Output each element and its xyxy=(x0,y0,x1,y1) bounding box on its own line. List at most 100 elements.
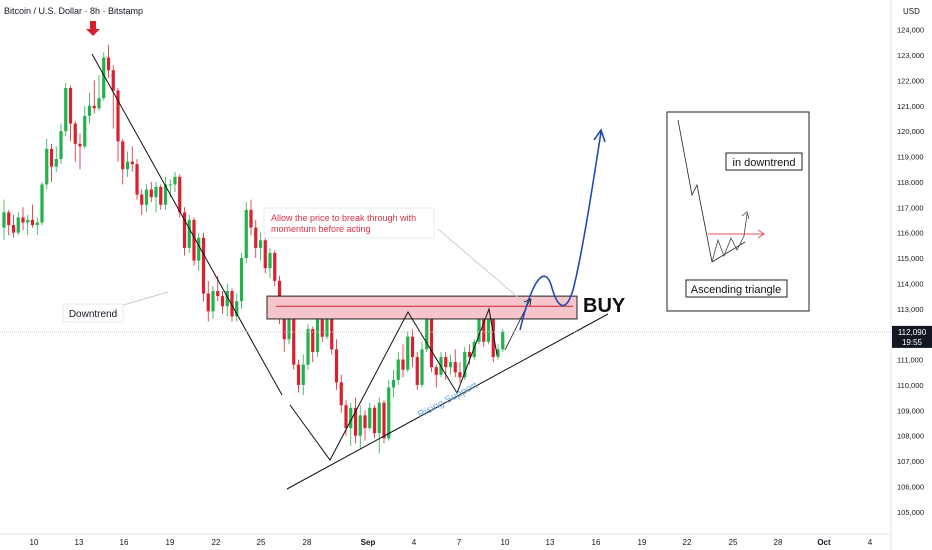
rising-support-label: Rising Support xyxy=(416,380,479,421)
y-tick-label: 105,000 xyxy=(897,508,924,517)
candle xyxy=(40,181,44,226)
y-tick-label: 117,000 xyxy=(897,203,924,212)
symbol-title: Bitcoin / U.S. Dollar · 8h · Bitstamp xyxy=(4,6,144,16)
candle xyxy=(472,339,476,360)
x-tick-label: 4 xyxy=(868,538,873,547)
candle xyxy=(244,202,248,264)
candle xyxy=(401,344,405,378)
x-tick-label: 13 xyxy=(546,538,555,547)
candle xyxy=(173,171,177,193)
candle xyxy=(463,346,467,380)
candle xyxy=(292,316,296,370)
x-tick-label: 10 xyxy=(501,538,510,547)
candle xyxy=(249,199,253,236)
candle xyxy=(282,316,286,352)
candle xyxy=(178,174,182,218)
candle xyxy=(45,138,49,190)
time-axis: 10 13 16 19 22 25 28 Sep 4 7 10 13 16 19 22 25 28 Oct 4 xyxy=(30,538,873,547)
y-tick-label: 108,000 xyxy=(897,432,924,441)
x-tick-label: Oct xyxy=(817,538,831,547)
candle xyxy=(377,397,381,454)
candle xyxy=(106,44,111,78)
candle xyxy=(368,402,372,431)
x-tick-label: 16 xyxy=(592,538,601,547)
y-tick-label: 106,000 xyxy=(897,482,924,491)
candle xyxy=(21,207,25,231)
x-tick-label: 19 xyxy=(638,538,647,547)
y-tick-label: 120,000 xyxy=(897,127,924,136)
candle xyxy=(59,123,63,165)
candle xyxy=(467,344,472,365)
candle xyxy=(49,143,54,182)
candle xyxy=(296,359,301,393)
current-price-countdown: 19:55 xyxy=(902,338,923,347)
candle xyxy=(64,82,68,137)
candle xyxy=(268,247,272,279)
candle xyxy=(144,184,149,213)
inset-title-bottom: Ascending triangle xyxy=(691,284,782,296)
candle xyxy=(315,313,320,358)
candle xyxy=(429,311,434,373)
candle xyxy=(159,184,163,210)
candle xyxy=(211,285,215,319)
price-axis: 105,000 106,000 107,000 108,000 109,000 110,0… xyxy=(897,26,924,517)
candle xyxy=(92,80,96,114)
x-tick-label: 4 xyxy=(412,538,417,547)
y-tick-label: 124,000 xyxy=(897,26,924,35)
candle xyxy=(339,374,343,413)
inset-diagram: in downtrend Ascending triangle xyxy=(666,111,810,312)
candle xyxy=(358,405,362,449)
x-tick-label: 22 xyxy=(683,538,692,547)
projection-curve xyxy=(519,131,602,331)
candle xyxy=(220,291,225,314)
x-tick-label: 28 xyxy=(303,538,312,547)
candle xyxy=(192,217,196,266)
y-tick-label: 116,000 xyxy=(897,229,924,238)
x-tick-label: 16 xyxy=(120,538,129,547)
y-tick-label: 118,000 xyxy=(897,178,924,187)
x-tick-label: 19 xyxy=(166,538,175,547)
candle xyxy=(140,189,144,215)
candle xyxy=(16,212,20,236)
candle xyxy=(73,120,77,162)
candle xyxy=(78,133,82,170)
candle xyxy=(448,354,453,375)
note-box: Allow the price to break through with mo… xyxy=(263,207,435,239)
y-tick-label: 110,000 xyxy=(897,381,924,390)
candle xyxy=(301,354,305,396)
candle xyxy=(387,379,391,441)
candle xyxy=(197,232,201,271)
sell-arrow-marker xyxy=(86,21,100,36)
x-tick-label: 28 xyxy=(774,538,783,547)
candle xyxy=(149,181,153,203)
candle xyxy=(254,219,258,259)
candle xyxy=(434,364,438,388)
pattern-lines xyxy=(91,53,609,490)
y-tick-label: 109,000 xyxy=(897,406,924,415)
candle xyxy=(87,93,92,124)
downtrend-label-leader xyxy=(119,291,169,307)
candle xyxy=(83,105,87,149)
y-tick-label: 122,000 xyxy=(897,76,924,85)
candles xyxy=(2,44,505,454)
candle xyxy=(372,405,377,439)
candle xyxy=(130,146,134,172)
candle xyxy=(334,339,339,391)
y-tick-label: 107,000 xyxy=(897,457,924,466)
candle xyxy=(163,176,168,210)
candle xyxy=(263,237,267,274)
candle xyxy=(420,341,424,388)
candle xyxy=(125,151,130,177)
buy-label: BUY xyxy=(583,295,626,317)
candle xyxy=(306,324,310,370)
candle xyxy=(30,204,35,228)
note-line-1: Allow the price to break through with xyxy=(271,213,416,223)
candle xyxy=(410,329,415,368)
candle xyxy=(11,214,16,238)
currency-label: USD xyxy=(903,7,920,16)
candle xyxy=(273,250,277,286)
resistance-zone xyxy=(266,295,578,320)
x-tick-label: 13 xyxy=(75,538,84,547)
candle xyxy=(453,349,457,378)
